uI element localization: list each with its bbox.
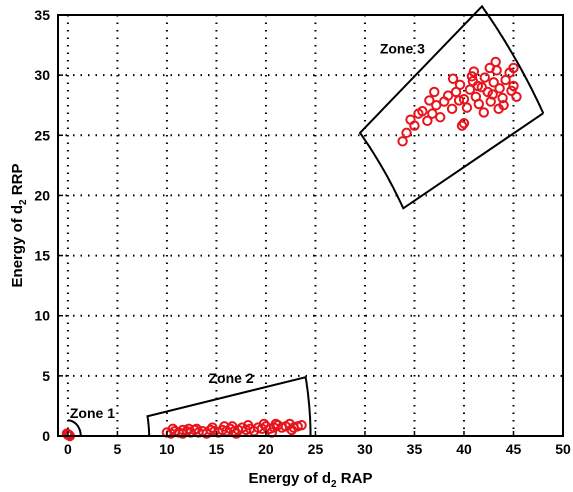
zone-label: Zone 1: [70, 405, 115, 421]
x-tick-label: 5: [114, 441, 122, 457]
x-tick-label: 15: [209, 441, 225, 457]
data-point: [63, 429, 75, 440]
x-tick-label: 10: [159, 441, 175, 457]
data-point: [424, 95, 435, 106]
y-axis-title: Energy of d2 RRP: [9, 164, 29, 288]
data-point: [478, 107, 489, 118]
x-tick-label: 0: [64, 441, 72, 457]
data-point: [508, 62, 519, 74]
data-point: [490, 56, 501, 68]
tick-labels: 0 5 10 15 20 25 30 35 40 45 50 0 5 10 15 20 25 30 35: [34, 7, 571, 457]
zone-label: Zone 3: [380, 40, 425, 56]
data-point: [435, 112, 446, 123]
x-tick-label: 30: [357, 441, 373, 457]
y-tick-label: 0: [42, 428, 50, 444]
grid: [58, 15, 563, 436]
y-tick-label: 30: [34, 67, 50, 83]
data-point: [422, 115, 433, 127]
zone-outline: [146, 375, 312, 437]
data-point: [231, 428, 242, 439]
data-point: [447, 73, 459, 84]
x-tick-label: 45: [506, 441, 522, 457]
data-point: [473, 98, 485, 110]
x-tick-label: 50: [555, 441, 571, 457]
x-tick-label: 20: [258, 441, 274, 457]
data-point: [417, 106, 428, 117]
x-tick-label: 25: [308, 441, 324, 457]
data-point: [511, 91, 522, 102]
data-point: [177, 424, 188, 436]
y-tick-label: 10: [34, 308, 50, 324]
data-point: [191, 423, 202, 434]
data-point: [207, 422, 218, 433]
data-point: [458, 118, 470, 129]
data-point: [472, 80, 484, 92]
data-point: [482, 86, 493, 98]
data-point: [506, 85, 517, 96]
y-tick-label: 20: [34, 187, 50, 203]
data-point: [429, 86, 440, 98]
data-point: [454, 79, 466, 90]
y-tick-label: 15: [34, 248, 50, 264]
data-point: [167, 423, 179, 434]
data-point: [296, 419, 307, 431]
data-point: [409, 120, 420, 131]
data-point: [488, 77, 499, 88]
data-point: [258, 418, 270, 430]
zone-outline: [67, 419, 82, 437]
data-point: [286, 424, 297, 436]
zone-outlines: [67, 4, 545, 437]
x-tick-label: 40: [456, 441, 472, 457]
data-point: [484, 62, 495, 74]
data-point: [497, 92, 508, 104]
data-point: [508, 80, 519, 92]
data-point: [493, 103, 504, 115]
data-point: [397, 136, 408, 147]
data-point: [219, 421, 230, 432]
x-axis-title: Energy of d2 RAP: [249, 470, 373, 490]
data-point: [479, 72, 490, 83]
y-tick-label: 35: [34, 7, 50, 23]
data-point: [446, 103, 458, 115]
zone-outline: [358, 4, 545, 210]
zone-labels: Zone 1 Zone 2 Zone 3: [70, 40, 425, 420]
data-point: [456, 120, 468, 131]
zone-label: Zone 2: [209, 370, 254, 386]
y-tick-label: 5: [42, 368, 50, 384]
data-point: [494, 83, 505, 94]
data-point: [401, 127, 412, 139]
plot-frame: [57, 14, 564, 437]
x-tick-label: 35: [407, 441, 423, 457]
data-point: [242, 419, 254, 431]
data-point: [461, 102, 473, 113]
data-points: [61, 56, 522, 442]
data-point: [453, 95, 465, 106]
data-point: [487, 89, 498, 100]
y-tick-label: 25: [34, 127, 50, 143]
data-point: [270, 418, 282, 430]
data-point: [468, 66, 480, 77]
data-point: [466, 71, 478, 82]
